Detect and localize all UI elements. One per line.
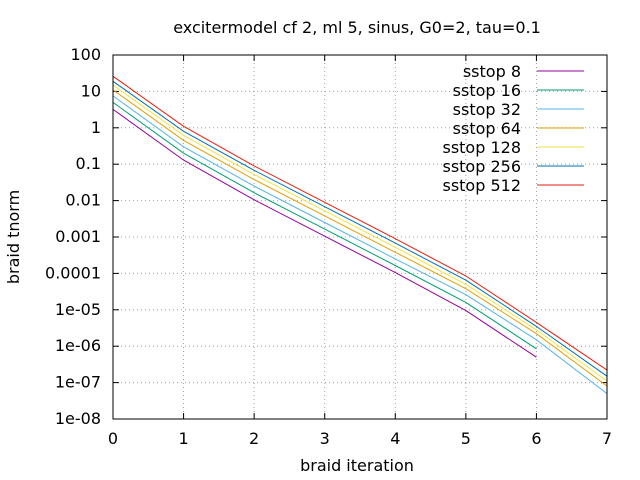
series-line-sstop-8 [112,108,537,358]
grid [113,55,607,419]
y-tick-label: 1 [91,118,101,137]
x-tick-label: 2 [249,429,259,448]
legend-label: sstop 64 [453,119,521,138]
ticks: 0 1 2 3 4 5 6 7 1e-08 1e-07 1e-06 1e-05 0.0001 0.001 0… [45,45,612,448]
y-axis-label: braid tnorm [4,190,23,284]
series-line-sstop-32 [112,95,608,394]
y-tick-label: 10 [81,81,101,100]
y-tick-label: 1e-06 [55,336,101,355]
y-tick-label: 1e-05 [55,300,101,319]
plot-frame [112,54,608,420]
series-group [112,75,608,394]
x-tick-label: 5 [461,429,471,448]
x-tick-label: 7 [602,429,612,448]
y-tick-label: 1e-08 [55,409,101,428]
legend-label: sstop 8 [463,62,521,81]
legend-label: sstop 128 [442,138,521,157]
series-line-sstop-512 [112,75,608,371]
series-line-sstop-16 [112,101,537,350]
x-tick-label: 3 [320,429,330,448]
legend-label: sstop 512 [442,176,521,195]
series-line-sstop-64 [112,89,608,387]
y-tick-label: 1e-07 [55,373,101,392]
legend-label: sstop 256 [442,157,521,176]
y-tick-label: 0.001 [55,227,101,246]
series-line-sstop-128 [112,84,608,382]
series-line-sstop-256 [112,80,608,377]
y-tick-label: 0.01 [65,191,101,210]
x-axis-label: braid iteration [300,456,414,475]
x-tick-label: 6 [531,429,541,448]
chart-title: excitermodel cf 2, ml 5, sinus, G0=2, ta… [173,18,541,37]
x-tick-label: 4 [390,429,400,448]
x-tick-label: 1 [178,429,188,448]
y-tick-label: 100 [70,45,101,64]
y-tick-label: 0.0001 [45,263,101,282]
legend-label: sstop 16 [453,81,521,100]
y-tick-label: 0.1 [76,154,101,173]
legend-label: sstop 32 [453,100,521,119]
x-tick-label: 0 [108,429,118,448]
